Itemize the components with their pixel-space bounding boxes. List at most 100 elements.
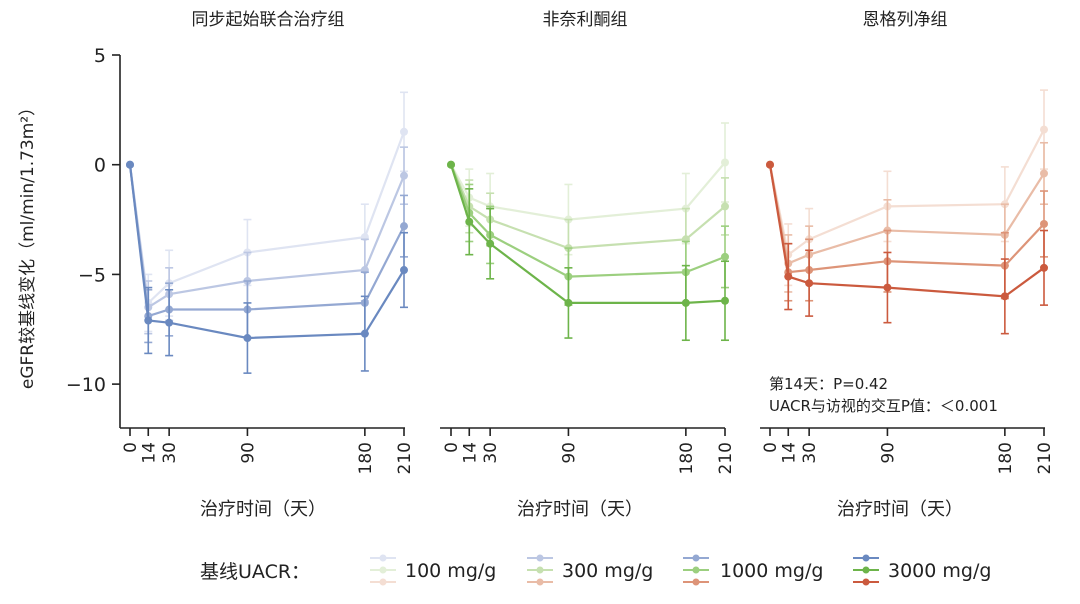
data-point xyxy=(400,266,408,275)
data-point xyxy=(721,202,729,211)
series-line xyxy=(768,164,1045,265)
x-tick-label: 30 xyxy=(800,442,820,464)
y-tick-label: −5 xyxy=(78,264,106,286)
x-tick-label: 30 xyxy=(160,442,180,464)
annotation-line: 第14天：P=0.42 xyxy=(769,375,888,393)
legend-entry: 3000 mg/g xyxy=(853,554,991,586)
panel-title: 同步起始联合治疗组 xyxy=(192,10,345,30)
data-point xyxy=(721,296,729,305)
legend-swatch-marker xyxy=(379,578,387,586)
legend-swatch-marker xyxy=(379,566,387,574)
data-point xyxy=(360,329,369,338)
panel-title: 非奈利酮组 xyxy=(543,10,628,30)
x-tick-label: 14 xyxy=(139,442,159,464)
data-point xyxy=(126,160,134,169)
x-axis-label: 治疗时间（天） xyxy=(200,499,326,520)
x-tick-label: 210 xyxy=(1035,442,1055,474)
legend-swatch-marker xyxy=(536,554,544,562)
y-tick-label: −10 xyxy=(66,374,106,396)
x-tick-label: 14 xyxy=(460,442,480,464)
data-point xyxy=(165,318,174,327)
data-point xyxy=(243,334,252,343)
series-1000-mg-g xyxy=(447,160,729,306)
data-point xyxy=(1000,292,1009,301)
series-line xyxy=(128,131,406,306)
x-tick-label: 210 xyxy=(716,442,736,474)
series-line xyxy=(449,164,726,250)
series-3000-mg-g xyxy=(126,160,408,374)
data-point xyxy=(144,316,153,325)
series-line xyxy=(449,164,726,278)
x-tick-label: 90 xyxy=(559,442,579,464)
data-point xyxy=(1040,219,1048,228)
legend-swatch-marker xyxy=(536,578,544,586)
legend-swatch-marker xyxy=(379,554,387,562)
data-point xyxy=(1040,125,1048,134)
data-point xyxy=(400,222,408,231)
x-axis-label: 治疗时间（天） xyxy=(517,499,643,520)
legend-label: 100 mg/g xyxy=(405,560,496,582)
data-point xyxy=(447,160,455,169)
x-tick-label: 14 xyxy=(779,442,799,464)
x-axis-label: 治疗时间（天） xyxy=(837,499,963,520)
y-axis-label: eGFR较基线变化（ml/min/1.73m²） xyxy=(18,99,38,389)
legend-swatch-marker xyxy=(862,566,870,574)
series-line xyxy=(768,164,1045,298)
series-1000-mg-g xyxy=(126,160,408,344)
legend-entry: 100 mg/g xyxy=(370,554,496,586)
x-tick-label: 210 xyxy=(395,442,415,474)
data-point xyxy=(784,272,793,281)
x-tick-label: 30 xyxy=(481,442,501,464)
annotation-line: UACR与访视的交互P值：＜0.001 xyxy=(769,397,998,415)
chart-annotation: 第14天：P=0.42 UACR与访视的交互P值：＜0.001 xyxy=(769,375,998,415)
chart-legend: 基线UACR： 100 mg/g 300 mg/g 1000 mg/g 3000 mg/… xyxy=(200,554,991,586)
y-tick-label: 0 xyxy=(94,155,106,177)
legend-swatch-marker xyxy=(862,578,870,586)
x-tick-label: 180 xyxy=(996,442,1016,474)
x-tick-label: 0 xyxy=(761,442,781,453)
legend-swatch-marker xyxy=(862,554,870,562)
data-point xyxy=(400,127,408,136)
series-line xyxy=(450,161,726,221)
legend-title: 基线UACR： xyxy=(200,561,310,583)
data-point xyxy=(805,279,814,288)
legend-label: 1000 mg/g xyxy=(720,560,823,582)
data-point xyxy=(1040,263,1048,272)
data-point xyxy=(721,252,729,261)
x-tick-label: 0 xyxy=(121,442,141,453)
panel-3: 恩格列净组 014 30 90 180 210 治疗时间（天） xyxy=(760,10,1055,520)
x-tick-label: 180 xyxy=(356,442,376,474)
y-tick-label: 5 xyxy=(94,45,106,67)
data-point xyxy=(883,283,892,292)
data-point xyxy=(465,217,474,226)
data-point xyxy=(400,171,408,180)
series-line xyxy=(128,164,405,340)
series-3000-mg-g xyxy=(447,160,729,342)
data-point xyxy=(486,239,495,248)
series-3000-mg-g xyxy=(766,160,1048,335)
x-tick-label: 180 xyxy=(677,442,697,474)
data-point xyxy=(721,158,729,167)
data-point xyxy=(564,298,573,307)
legend-label: 3000 mg/g xyxy=(888,560,991,582)
series-line xyxy=(768,129,1045,257)
legend-swatch-marker xyxy=(692,554,700,562)
data-point xyxy=(766,160,774,169)
x-tick-label: 90 xyxy=(878,442,898,464)
legend-entry: 1000 mg/g xyxy=(683,554,823,586)
panel-2: 非奈利酮组 014 30 90 180 210 治疗时间（天） xyxy=(440,10,736,520)
legend-swatch-marker xyxy=(692,578,700,586)
data-point xyxy=(1040,169,1048,178)
legend-entry: 300 mg/g xyxy=(527,554,653,586)
legend-swatch-marker xyxy=(536,566,544,574)
data-point xyxy=(681,298,690,307)
series-line xyxy=(449,164,726,304)
x-tick-label: 90 xyxy=(238,442,258,464)
legend-label: 300 mg/g xyxy=(562,560,653,582)
panel-title: 恩格列净组 xyxy=(863,10,948,30)
legend-swatch-marker xyxy=(692,566,700,574)
